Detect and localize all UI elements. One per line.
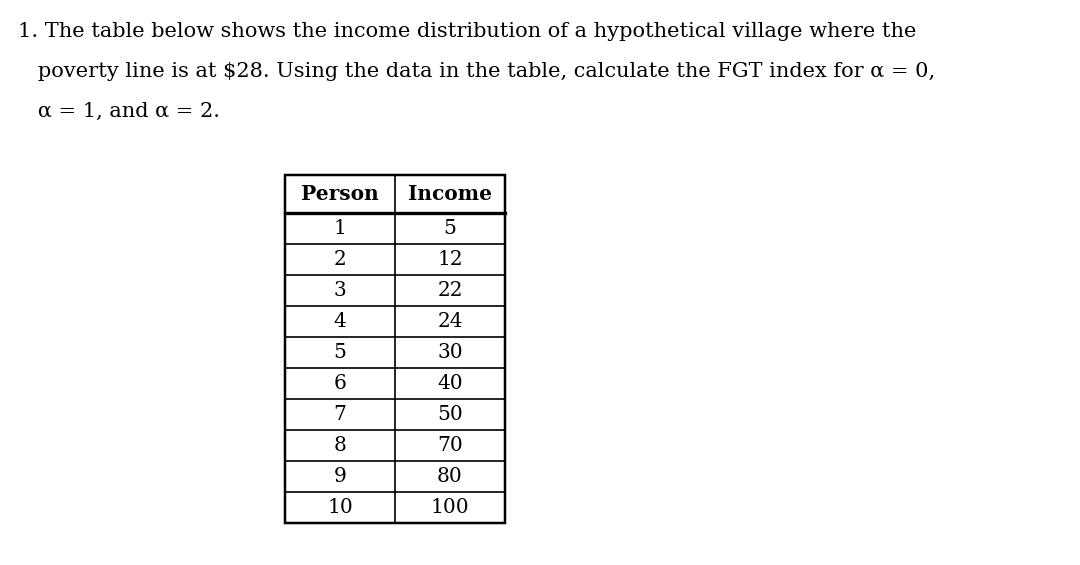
Text: 2: 2 bbox=[334, 250, 347, 269]
Text: 50: 50 bbox=[437, 405, 463, 424]
Text: 8: 8 bbox=[334, 436, 347, 455]
Text: 22: 22 bbox=[437, 281, 462, 300]
Text: α = 1, and α = 2.: α = 1, and α = 2. bbox=[18, 102, 220, 121]
Text: 1: 1 bbox=[334, 219, 347, 238]
Text: 6: 6 bbox=[334, 374, 347, 393]
Text: 7: 7 bbox=[334, 405, 347, 424]
Text: 12: 12 bbox=[437, 250, 463, 269]
Text: 70: 70 bbox=[437, 436, 463, 455]
Text: 30: 30 bbox=[437, 343, 463, 362]
Text: 5: 5 bbox=[444, 219, 457, 238]
Text: 1. The table below shows the income distribution of a hypothetical village where: 1. The table below shows the income dist… bbox=[18, 22, 916, 41]
Bar bbox=[285, 175, 505, 523]
Text: 3: 3 bbox=[334, 281, 347, 300]
Text: 40: 40 bbox=[437, 374, 463, 393]
Text: 9: 9 bbox=[334, 467, 347, 486]
Text: 80: 80 bbox=[437, 467, 463, 486]
Text: 5: 5 bbox=[334, 343, 347, 362]
Text: 24: 24 bbox=[437, 312, 462, 331]
Text: Person: Person bbox=[301, 184, 379, 204]
Text: 4: 4 bbox=[334, 312, 347, 331]
Text: Income: Income bbox=[408, 184, 492, 204]
Text: 100: 100 bbox=[431, 498, 470, 517]
Text: 10: 10 bbox=[327, 498, 353, 517]
Text: poverty line is at $28. Using the data in the table, calculate the FGT index for: poverty line is at $28. Using the data i… bbox=[18, 62, 935, 81]
